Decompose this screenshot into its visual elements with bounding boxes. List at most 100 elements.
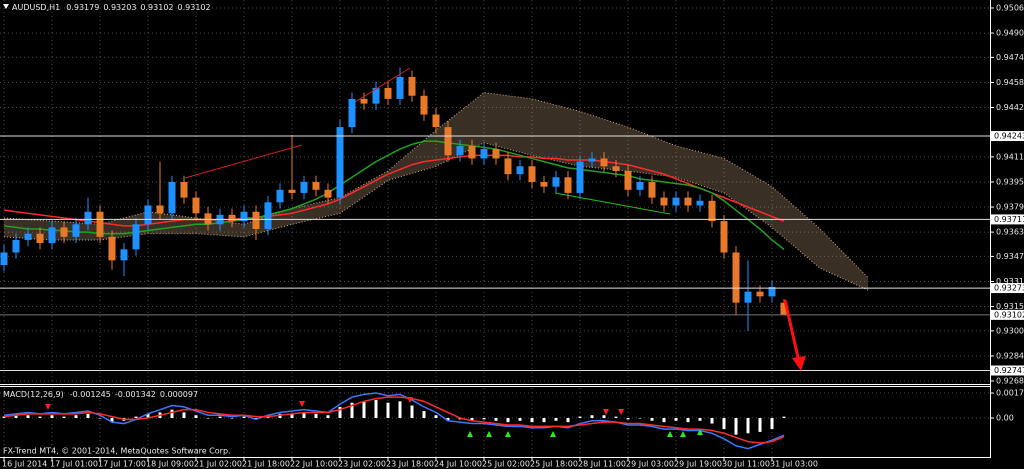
macd-bar <box>146 413 150 418</box>
candle-body <box>0 252 8 266</box>
macd-bar <box>674 418 678 421</box>
macd-bar <box>566 418 570 423</box>
x-tick-label: 16 Jul 2014 <box>2 460 47 469</box>
header-value: 0.000097 <box>160 390 198 399</box>
x-tick-label: 21 Jul 18:00 <box>242 460 290 469</box>
candle-body <box>576 161 584 193</box>
header-value: 0.93102 <box>140 3 173 12</box>
macd-bar <box>98 418 102 419</box>
macd-bar <box>710 418 714 424</box>
y-tick-label: 0.92680 <box>996 377 1024 386</box>
candle-body <box>564 177 572 193</box>
macd-bar <box>290 413 294 418</box>
candle-body <box>96 211 104 237</box>
current-price-label: 0.93102 <box>994 310 1024 319</box>
macd-bar <box>302 412 306 418</box>
header-value: 0.93179 <box>66 3 99 12</box>
header-value: 0.93203 <box>103 3 136 12</box>
macd-bar <box>770 418 774 430</box>
candle-body <box>660 197 668 206</box>
x-tick-label: 22 Jul 10:00 <box>290 460 338 469</box>
macd-bar <box>194 415 198 418</box>
macd-bar <box>374 399 378 418</box>
menu-icon[interactable] <box>3 4 9 9</box>
candle-body <box>588 158 596 162</box>
y-tick-label: 0.93475 <box>996 252 1024 261</box>
x-tick-label: 29 Jul 03:00 <box>626 460 674 469</box>
macd-bar <box>134 416 138 418</box>
candle-body <box>348 98 356 128</box>
macd-bar <box>230 418 234 419</box>
x-tick-label: 24 Jul 10:00 <box>434 460 482 469</box>
signal-arrow <box>697 429 703 435</box>
candle-body <box>36 233 44 244</box>
price-panel <box>0 67 990 371</box>
x-tick-label: 18 Jul 09:00 <box>146 460 194 469</box>
chart-header: MACD(12,26,9) -0.001245 -0.001342 0.000097 <box>3 390 198 399</box>
candle-body <box>144 205 152 225</box>
level-label-box <box>991 214 1024 225</box>
macd-bar <box>338 406 342 418</box>
watermark: FX-Trend MT4, © 2001-2014, MetaQuotes So… <box>3 447 231 456</box>
macd-bar <box>698 418 702 421</box>
candle-body <box>492 149 500 159</box>
candle-body <box>312 181 320 190</box>
candle-body <box>264 202 272 229</box>
candle-body <box>372 87 380 104</box>
candle-body <box>516 166 524 175</box>
candle-body <box>288 189 296 193</box>
candle-body <box>540 181 548 187</box>
macd-bar <box>446 418 450 421</box>
forecast-arrowhead <box>792 356 806 371</box>
macd-bar <box>554 418 558 421</box>
candle-body <box>720 221 728 253</box>
candle-body <box>780 302 788 315</box>
level-label-box <box>991 131 1024 142</box>
x-tick-label: 21 Jul 02:00 <box>194 460 242 469</box>
candle-body <box>468 145 476 159</box>
macd-bar <box>434 415 438 418</box>
macd-bar <box>386 402 390 418</box>
y-tick-label: 0.94745 <box>996 53 1024 62</box>
y-tick-label: 0.94425 <box>996 103 1024 112</box>
x-tick-label: 25 Jul 02:00 <box>482 460 530 469</box>
level-label: 0.92747 <box>994 366 1024 375</box>
candle-body <box>744 291 752 303</box>
y-tick-label: 0.93315 <box>996 277 1024 286</box>
macd-bar <box>242 416 246 418</box>
macd-bar <box>782 416 786 418</box>
candle-body <box>252 211 260 229</box>
candle-body <box>60 227 68 237</box>
candle-body <box>432 114 440 128</box>
chart-header: AUDUSD,H1 0.93179 0.93203 0.93102 0.93102 <box>12 3 211 12</box>
macd-bar <box>758 418 762 432</box>
macd-bar <box>530 418 534 423</box>
candle-body <box>72 224 80 237</box>
candle-body <box>708 200 716 222</box>
candle-body <box>768 286 776 297</box>
level-label: 0.94243 <box>994 132 1024 141</box>
macd-bar <box>74 415 78 418</box>
header-title: MACD(12,26,9) <box>3 390 64 399</box>
candle-body <box>408 76 416 96</box>
candle-body <box>156 205 164 214</box>
candle-body <box>120 249 128 261</box>
y-tick-label: 0.93155 <box>996 302 1024 311</box>
macd-panel <box>2 392 786 450</box>
signal-arrow <box>550 431 556 437</box>
header-value: 0.93102 <box>178 3 211 12</box>
macd-bar <box>350 402 354 418</box>
x-tick-label: 25 Jul 18:00 <box>530 460 578 469</box>
x-tick-label: 23 Jul 02:00 <box>338 460 386 469</box>
signal-arrow <box>680 431 686 437</box>
signal-arrow <box>486 431 492 437</box>
macd-bar <box>650 418 654 421</box>
header-title: AUDUSD,H1 <box>12 3 60 12</box>
candle-body <box>48 227 56 244</box>
